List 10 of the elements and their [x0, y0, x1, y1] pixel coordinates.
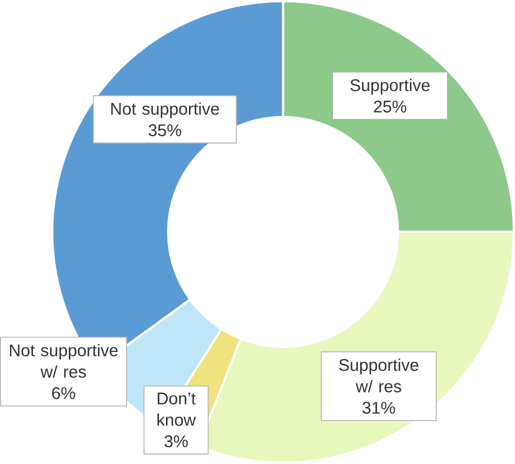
slice-label: Not supportive w/ res: [10, 344, 118, 378]
data-label: 3%: [164, 435, 188, 448]
data-label: 31%: [362, 402, 396, 414]
slice-label: Don’t know: [158, 392, 196, 426]
slice-label: Supportive w/ res: [339, 358, 418, 392]
data-label: 25%: [374, 100, 406, 113]
data-label: 6%: [52, 387, 76, 400]
data-label: 35%: [148, 124, 182, 136]
slice-label: Not supportive: [111, 102, 219, 118]
slice-label: Supportive: [350, 78, 430, 95]
